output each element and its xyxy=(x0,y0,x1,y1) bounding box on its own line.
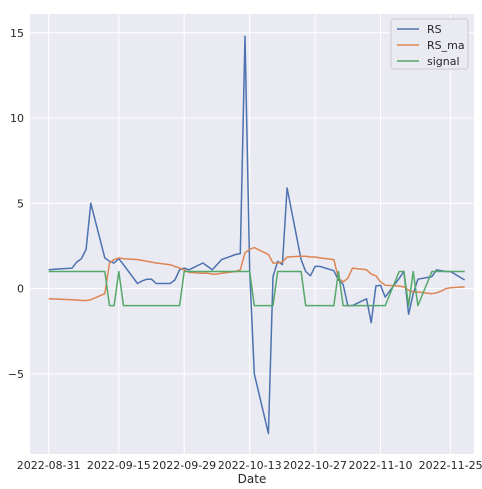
x-tick-label: 2022-08-31 xyxy=(17,459,81,472)
y-tick-label: 10 xyxy=(10,112,24,125)
y-tick-label: 5 xyxy=(17,197,24,210)
x-tick-label: 2022-09-15 xyxy=(87,459,151,472)
x-tick-label: 2022-11-10 xyxy=(349,459,413,472)
series-line-rs-ma xyxy=(48,246,465,302)
x-axis-ticks: 2022-08-31 2022-09-15 2022-09-29 2022-10-13… xyxy=(17,459,482,472)
legend-label: RS xyxy=(427,23,442,36)
x-tick-label: 2022-09-29 xyxy=(152,459,216,472)
plot-area xyxy=(30,14,474,454)
y-tick-label: 15 xyxy=(10,27,24,40)
legend-label: RS_ma xyxy=(427,39,465,52)
x-tick-label: 2022-10-27 xyxy=(283,459,347,472)
x-tick-label: 2022-11-25 xyxy=(419,459,482,472)
x-axis-label: Date xyxy=(238,472,267,486)
y-tick-label: 0 xyxy=(17,283,24,296)
legend-label: signal xyxy=(427,55,460,68)
y-axis-ticks: −5 0 5 10 15 xyxy=(8,27,24,381)
x-tick-label: 2022-10-13 xyxy=(218,459,282,472)
series-lines xyxy=(48,35,466,435)
legend-box xyxy=(390,18,469,70)
series-line-signal xyxy=(48,270,465,307)
y-tick-label: −5 xyxy=(8,368,24,381)
